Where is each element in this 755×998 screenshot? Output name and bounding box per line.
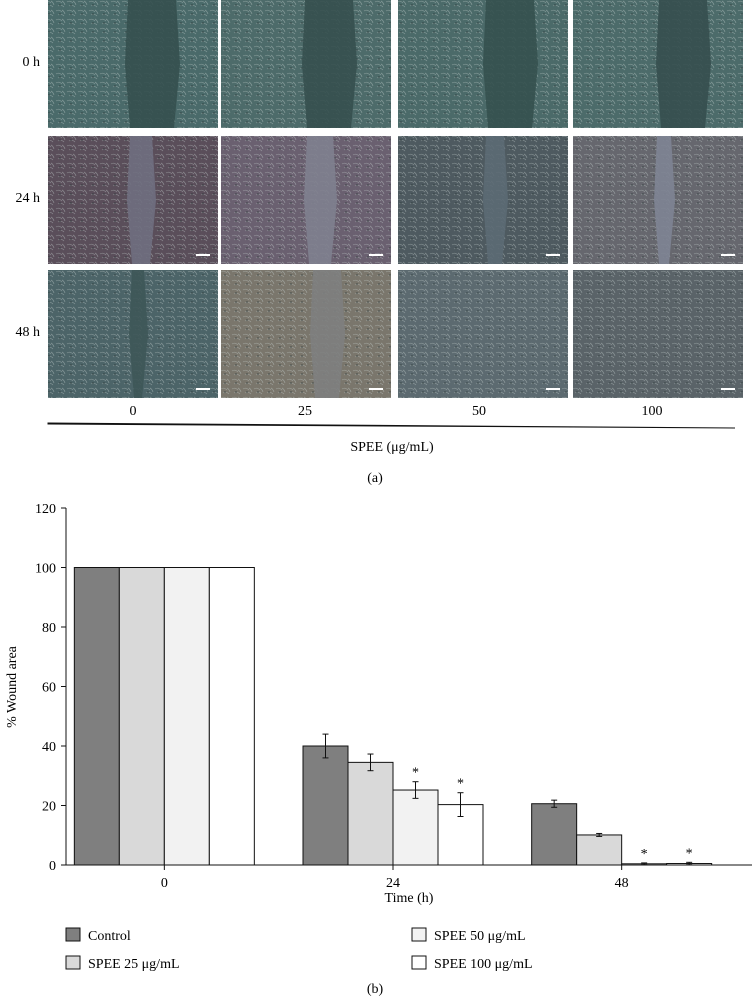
legend-label: SPEE 50 μg/mL xyxy=(434,929,526,944)
scale-bar xyxy=(546,388,560,390)
y-tick-label: 40 xyxy=(42,740,56,755)
x-tick-label: 24 xyxy=(386,876,400,891)
y-tick-label: 60 xyxy=(42,681,56,696)
micrograph-grid xyxy=(48,0,743,398)
micrograph-cell-texture xyxy=(573,270,743,398)
legend-label: Control xyxy=(88,929,131,944)
significance-star: * xyxy=(457,777,464,792)
bar xyxy=(302,745,349,866)
x-axis: 0 24 48 xyxy=(66,864,752,891)
significance-star: * xyxy=(641,847,648,862)
y-tick-label: 80 xyxy=(42,621,56,636)
y-tick-label: 100 xyxy=(35,562,56,577)
bar xyxy=(347,761,394,866)
bar xyxy=(163,567,210,866)
y-axis: 0 20 40 60 80 100 120 xyxy=(35,502,67,874)
row-label-24h: 24 h xyxy=(16,191,41,206)
significance-markers: * * * * xyxy=(412,766,693,862)
wound-gap xyxy=(483,0,538,128)
bar xyxy=(208,567,255,866)
legend-swatch xyxy=(65,927,81,942)
wound-gap xyxy=(654,136,675,264)
wound-gap xyxy=(483,136,508,264)
legend: Control SPEE 25 μg/mL SPEE 50 μg/mL SPEE 10… xyxy=(65,927,533,972)
y-tick-label: 20 xyxy=(42,800,56,815)
scale-bar xyxy=(369,254,383,256)
concentration-label-0: 0 xyxy=(130,404,137,419)
wound-gap xyxy=(302,0,357,128)
panel-a-label: (a) xyxy=(367,471,383,486)
concentration-wedge xyxy=(47,422,736,429)
micrograph-cell-texture xyxy=(398,270,568,398)
scale-bar xyxy=(196,254,210,256)
y-axis-label: % Wound area xyxy=(5,645,20,728)
scale-bar xyxy=(546,254,560,256)
y-tick-label: 0 xyxy=(49,859,56,874)
x-tick-label: 0 xyxy=(161,876,168,891)
legend-label: SPEE 25 μg/mL xyxy=(88,957,180,972)
bar xyxy=(576,834,623,866)
bar xyxy=(118,567,165,866)
legend-swatch xyxy=(411,955,427,970)
row-label-48h: 48 h xyxy=(16,325,41,340)
concentration-label-25: 25 xyxy=(298,404,312,419)
bar xyxy=(531,803,578,866)
significance-star: * xyxy=(412,766,419,781)
panel-a-axis-label: SPEE (μg/mL) xyxy=(350,440,434,455)
x-tick-label: 48 xyxy=(615,876,629,891)
legend-swatch xyxy=(411,927,427,942)
wound-gap xyxy=(310,270,345,398)
wound-gap xyxy=(127,136,156,264)
panel-b-label: (b) xyxy=(367,982,384,997)
panel-a: 0 h 24 h 48 h 0 25 50 100 SPEE (μg/mL) (… xyxy=(16,0,743,486)
bar xyxy=(392,789,439,866)
wound-gap xyxy=(656,0,711,128)
concentration-label-50: 50 xyxy=(472,404,486,419)
bars xyxy=(73,567,713,866)
legend-label: SPEE 100 μg/mL xyxy=(434,957,533,972)
y-tick-label: 120 xyxy=(35,502,56,517)
legend-swatch xyxy=(65,955,81,970)
scale-bar xyxy=(196,388,210,390)
wound-gap xyxy=(129,270,148,398)
scale-bar xyxy=(369,388,383,390)
concentration-label-100: 100 xyxy=(642,404,663,419)
row-label-0h: 0 h xyxy=(23,55,41,70)
micrograph-cell-texture xyxy=(221,270,391,398)
x-axis-label: Time (h) xyxy=(385,891,434,906)
significance-star: * xyxy=(686,846,693,861)
bar xyxy=(73,567,120,866)
scale-bar xyxy=(721,254,735,256)
scale-bar xyxy=(721,388,735,390)
wound-gap xyxy=(304,136,337,264)
wound-gap xyxy=(125,0,180,128)
